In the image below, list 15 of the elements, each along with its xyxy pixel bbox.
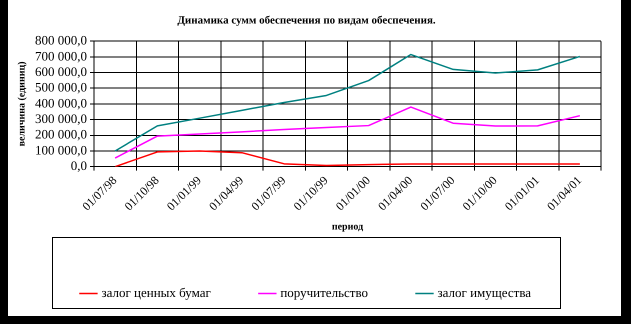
y-tick-label: 400 000,0	[35, 95, 87, 110]
y-tick-label: 800 000,0	[35, 32, 87, 48]
y-tick-label: 700 000,0	[35, 48, 87, 64]
y-tick-label: 100 000,0	[35, 142, 87, 158]
legend-label: залог имущества	[437, 284, 532, 300]
y-tick-label: 200 000,0	[35, 126, 87, 142]
y-tick-label: 0,0	[70, 158, 87, 174]
chart-title: Динамика сумм обеспечения по видам обеспечения.	[177, 14, 436, 26]
y-tick-label: 300 000,0	[35, 111, 87, 126]
y-tick-label: 600 000,0	[35, 64, 87, 79]
y-tick-label: 500 000,0	[35, 80, 87, 95]
y-axis-title: величина (единиц)	[16, 61, 28, 146]
legend-label: поручительство	[280, 284, 368, 300]
legend-label: залог ценных бумаг	[101, 284, 211, 300]
x-axis-title: период	[332, 222, 364, 233]
